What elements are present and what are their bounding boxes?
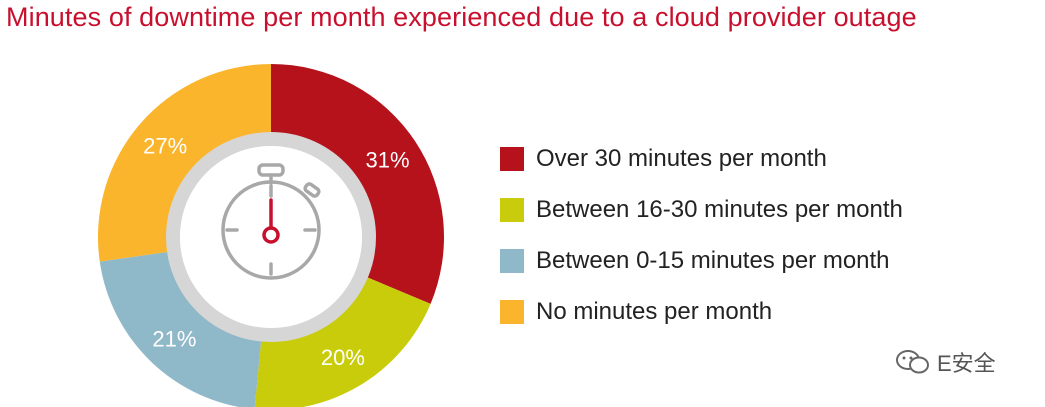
chart-title: Minutes of downtime per month experience… (6, 2, 917, 32)
legend-label: No minutes per month (536, 297, 773, 325)
stopwatch-icon (221, 163, 321, 280)
slice-label-0: 31% (366, 147, 410, 172)
legend-item-3: No minutes per month (500, 286, 980, 337)
legend-label: Between 16-30 minutes per month (536, 195, 903, 223)
pie-slice-2 (99, 250, 263, 407)
legend-swatch (500, 248, 524, 273)
legend-item-1: Between 16-30 minutes per month (500, 184, 980, 235)
slice-label-2: 21% (152, 326, 196, 351)
legend-label: Between 0-15 minutes per month (536, 246, 890, 274)
watermark: E安全 (895, 346, 996, 378)
inner-ring (166, 132, 376, 342)
legend-swatch (500, 197, 524, 222)
slice-label-1: 20% (321, 345, 365, 370)
pie-slice-1 (254, 272, 431, 407)
legend-swatch (500, 299, 524, 324)
chart-legend: Over 30 minutes per month Between 16-30 m… (500, 133, 980, 337)
legend-item-0: Over 30 minutes per month (500, 133, 980, 184)
legend-item-2: Between 0-15 minutes per month (500, 235, 980, 286)
legend-swatch (500, 146, 524, 171)
legend-label: Over 30 minutes per month (536, 144, 827, 172)
pie-slice-3 (98, 64, 271, 262)
watermark-text: E安全 (937, 351, 996, 376)
donut-hole (180, 146, 362, 328)
slice-label-3: 27% (143, 133, 187, 158)
wechat-icon (896, 350, 929, 374)
